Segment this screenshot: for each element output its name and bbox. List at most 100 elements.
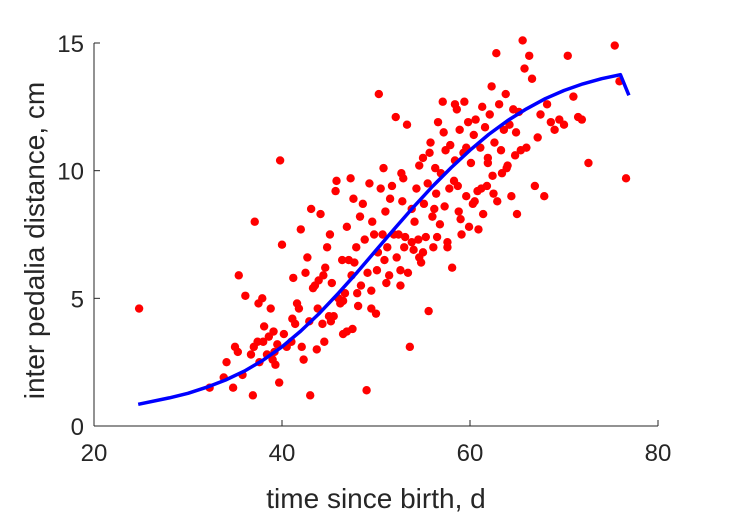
data-point	[271, 360, 280, 369]
data-point	[246, 350, 256, 359]
data-point	[540, 192, 549, 201]
data-point	[301, 268, 310, 277]
y-tick-label: 0	[71, 414, 84, 441]
data-point	[349, 194, 358, 203]
data-point	[319, 271, 328, 280]
data-point	[492, 49, 501, 58]
data-point	[507, 192, 516, 201]
plot-marks	[134, 36, 631, 407]
data-point	[488, 171, 497, 180]
data-point	[326, 317, 336, 326]
data-point	[376, 184, 385, 193]
data-point	[469, 130, 478, 140]
y-axis-label: inter pedalia distance, cm	[19, 82, 50, 400]
data-point	[490, 138, 499, 147]
data-point	[414, 235, 423, 244]
data-point	[584, 158, 593, 168]
data-point	[275, 156, 285, 165]
data-point	[407, 237, 416, 247]
data-point	[410, 217, 419, 226]
data-point	[325, 230, 335, 239]
data-point	[466, 158, 476, 168]
data-point	[353, 301, 363, 311]
data-point	[222, 357, 231, 367]
data-point	[342, 222, 352, 232]
data-point	[419, 199, 429, 209]
data-point	[273, 340, 282, 349]
data-point	[480, 123, 490, 132]
data-point	[277, 240, 287, 249]
data-point	[350, 258, 359, 267]
data-point	[269, 327, 278, 336]
data-point	[536, 110, 545, 119]
data-point	[494, 100, 504, 109]
data-point	[409, 245, 418, 255]
data-point	[396, 281, 405, 290]
data-point	[312, 345, 321, 354]
data-point	[259, 337, 268, 346]
data-point	[423, 179, 432, 188]
data-point	[381, 207, 390, 216]
data-point	[445, 184, 454, 193]
data-point	[512, 209, 522, 219]
data-point	[322, 243, 332, 252]
data-point	[234, 271, 243, 280]
data-point	[425, 148, 434, 157]
data-point	[511, 128, 521, 137]
x-tick-label: 20	[81, 440, 108, 467]
data-point	[380, 255, 389, 265]
data-point	[372, 266, 382, 275]
data-point	[297, 342, 306, 352]
data-point	[338, 296, 348, 306]
data-point	[363, 268, 372, 277]
x-axis-label: time since birth, d	[266, 483, 485, 514]
y-tick-label: 10	[57, 159, 84, 186]
x-tick-label: 80	[645, 440, 672, 467]
data-point	[438, 97, 447, 106]
data-point	[550, 125, 559, 135]
data-point	[433, 117, 443, 127]
data-point	[398, 197, 407, 206]
data-point	[134, 304, 144, 313]
data-point	[522, 143, 531, 152]
data-point	[259, 322, 269, 331]
data-point	[432, 232, 442, 242]
data-point	[502, 163, 511, 173]
data-point	[415, 253, 424, 262]
data-point	[378, 230, 387, 239]
data-point	[478, 209, 488, 219]
data-point	[391, 112, 400, 122]
data-point	[455, 125, 464, 135]
data-point	[241, 291, 250, 300]
data-point	[454, 207, 463, 216]
data-point	[385, 194, 395, 203]
data-point	[400, 243, 409, 252]
data-point	[462, 192, 471, 201]
data-point	[327, 278, 337, 288]
data-point	[383, 243, 392, 252]
data-point	[569, 92, 578, 101]
data-point	[435, 220, 445, 229]
data-point	[471, 115, 480, 124]
data-point	[396, 266, 405, 275]
fit-line	[137, 72, 631, 407]
data-point	[248, 391, 258, 400]
data-point	[485, 110, 494, 119]
data-point	[421, 232, 431, 242]
data-point	[450, 100, 460, 109]
data-point	[424, 306, 433, 316]
data-point	[365, 179, 374, 188]
data-point	[306, 391, 315, 400]
data-point	[447, 263, 457, 272]
data-point	[374, 89, 384, 99]
data-point	[233, 347, 243, 357]
data-point	[430, 204, 439, 214]
data-point	[331, 186, 340, 196]
data-point	[460, 97, 469, 106]
data-point	[337, 255, 347, 265]
data-point	[493, 197, 502, 206]
data-point	[400, 232, 410, 242]
data-point	[384, 271, 394, 280]
data-point	[431, 189, 441, 198]
